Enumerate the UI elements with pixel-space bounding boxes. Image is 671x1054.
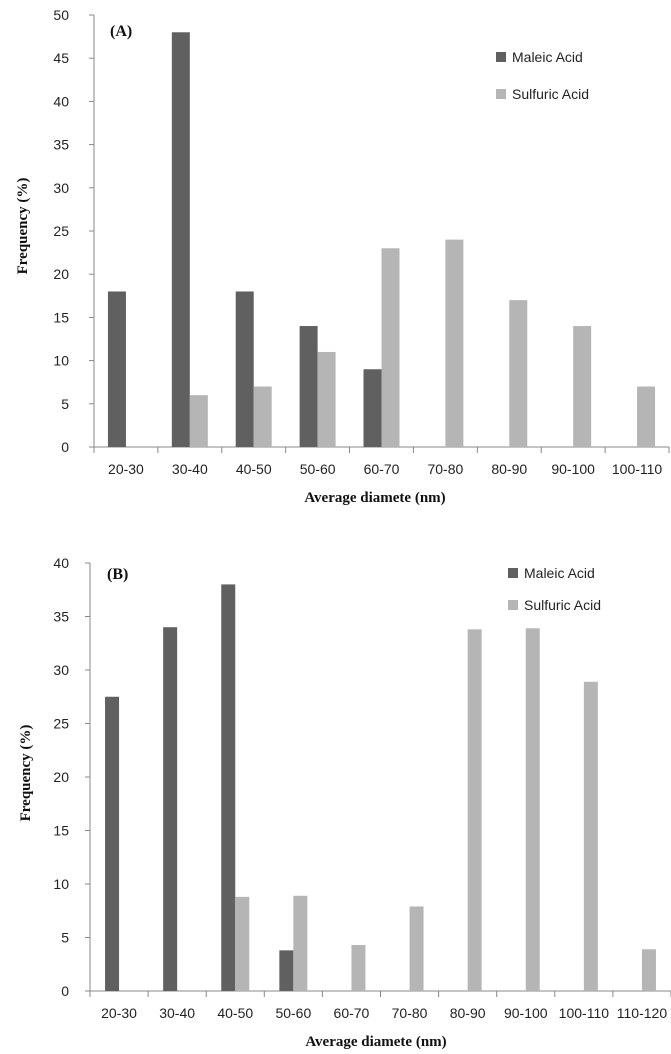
chart-panel-b: (B) Frequency (%) Average diamete (nm) M… — [18, 555, 671, 1050]
y-tick-label-a: 20 — [53, 266, 69, 282]
y-tick-label-a: 45 — [53, 50, 69, 66]
legend-swatch-sulfuric-b — [508, 600, 518, 610]
y-tick-label-b: 30 — [53, 662, 69, 678]
legend-label-sulfuric-a: Sulfuric Acid — [512, 86, 589, 102]
x-tick-label-a: 40-50 — [236, 461, 272, 477]
y-axis-title-a: Frequency (%) — [15, 178, 31, 275]
bar-sulfuric-a — [445, 239, 464, 447]
y-tick-label-b: 20 — [53, 769, 69, 785]
y-tick-label-a: 50 — [53, 7, 69, 23]
x-tick-label-a: 50-60 — [300, 461, 336, 477]
x-tick-label-b: 60-70 — [334, 1005, 370, 1021]
legend-a: Maleic Acid Sulfuric Acid — [496, 49, 589, 102]
bar-sulfuric-a — [573, 326, 592, 447]
bar-sulfuric-a — [253, 386, 272, 447]
bar-maleic-a — [299, 326, 318, 447]
legend-swatch-sulfuric-a — [496, 89, 506, 99]
x-tick-label-b: 40-50 — [217, 1005, 253, 1021]
x-tick-label-b: 110-120 — [617, 1005, 668, 1021]
y-tick-label-a: 15 — [53, 309, 69, 325]
x-tick-label-b: 80-90 — [450, 1005, 486, 1021]
legend-swatch-maleic-b — [508, 568, 518, 578]
bar-maleic-b — [279, 950, 294, 991]
bar-sulfuric-a — [637, 386, 656, 447]
bar-maleic-a — [363, 369, 382, 447]
bar-maleic-b — [105, 696, 120, 991]
bar-sulfuric-b — [641, 949, 656, 991]
x-tick-label-a: 20-30 — [108, 461, 144, 477]
bar-sulfuric-b — [235, 896, 250, 991]
x-tick-label-a: 70-80 — [427, 461, 463, 477]
x-tick-label-b: 50-60 — [275, 1005, 311, 1021]
x-tick-label-b: 70-80 — [392, 1005, 428, 1021]
y-tick-label-b: 25 — [53, 716, 69, 732]
x-tick-label-b: 20-30 — [101, 1005, 137, 1021]
y-tick-label-a: 40 — [53, 93, 69, 109]
bar-sulfuric-a — [189, 395, 208, 447]
x-tick-label-a: 30-40 — [172, 461, 208, 477]
legend-b: Maleic Acid Sulfuric Acid — [508, 565, 601, 613]
y-tick-label-a: 10 — [53, 353, 69, 369]
bar-maleic-b — [163, 627, 178, 991]
legend-label-sulfuric-b: Sulfuric Acid — [524, 597, 601, 613]
y-tick-label-b: 0 — [61, 983, 69, 999]
bar-sulfuric-b — [409, 906, 424, 991]
chart-panel-a: (A) Frequency (%) Average diamete (nm) M… — [15, 7, 670, 506]
bar-sulfuric-b — [467, 629, 482, 991]
x-tick-label-a: 80-90 — [491, 461, 527, 477]
y-tick-label-a: 0 — [61, 439, 69, 455]
y-axis-title-b: Frequency (%) — [18, 725, 34, 822]
x-tick-label-a: 90-100 — [551, 461, 595, 477]
y-tick-label-b: 35 — [53, 609, 69, 625]
panel-label-a: (A) — [110, 23, 132, 40]
bar-sulfuric-b — [583, 681, 598, 991]
x-tick-label-b: 30-40 — [159, 1005, 195, 1021]
x-axis-title-b: Average diamete (nm) — [305, 1034, 446, 1050]
y-tick-label-b: 15 — [53, 823, 69, 839]
panel-label-b: (B) — [107, 566, 128, 583]
x-tick-label-b: 90-100 — [504, 1005, 548, 1021]
y-tick-label-a: 35 — [53, 137, 69, 153]
bar-sulfuric-b — [293, 895, 308, 991]
x-tick-label-a: 100-110 — [612, 461, 663, 477]
legend-label-maleic-b: Maleic Acid — [524, 565, 595, 581]
bar-sulfuric-a — [381, 248, 400, 447]
y-tick-label-b: 10 — [53, 876, 69, 892]
bar-sulfuric-a — [509, 300, 528, 447]
y-tick-label-a: 30 — [53, 180, 69, 196]
y-tick-label-b: 5 — [61, 930, 69, 946]
bar-sulfuric-a — [317, 351, 336, 447]
bar-sulfuric-b — [525, 628, 540, 991]
bar-maleic-a — [107, 291, 126, 447]
x-axis-title-a: Average diamete (nm) — [304, 490, 445, 506]
legend-label-maleic-a: Maleic Acid — [512, 49, 583, 65]
bar-maleic-b — [221, 584, 236, 991]
bar-maleic-a — [235, 291, 254, 447]
legend-swatch-maleic-a — [496, 52, 506, 62]
y-tick-label-a: 25 — [53, 223, 69, 239]
y-tick-label-b: 40 — [53, 555, 69, 571]
y-tick-label-a: 5 — [61, 396, 69, 412]
bar-sulfuric-b — [351, 944, 366, 991]
x-tick-label-b: 100-110 — [559, 1005, 610, 1021]
x-tick-label-a: 60-70 — [364, 461, 400, 477]
bar-maleic-a — [171, 32, 190, 447]
